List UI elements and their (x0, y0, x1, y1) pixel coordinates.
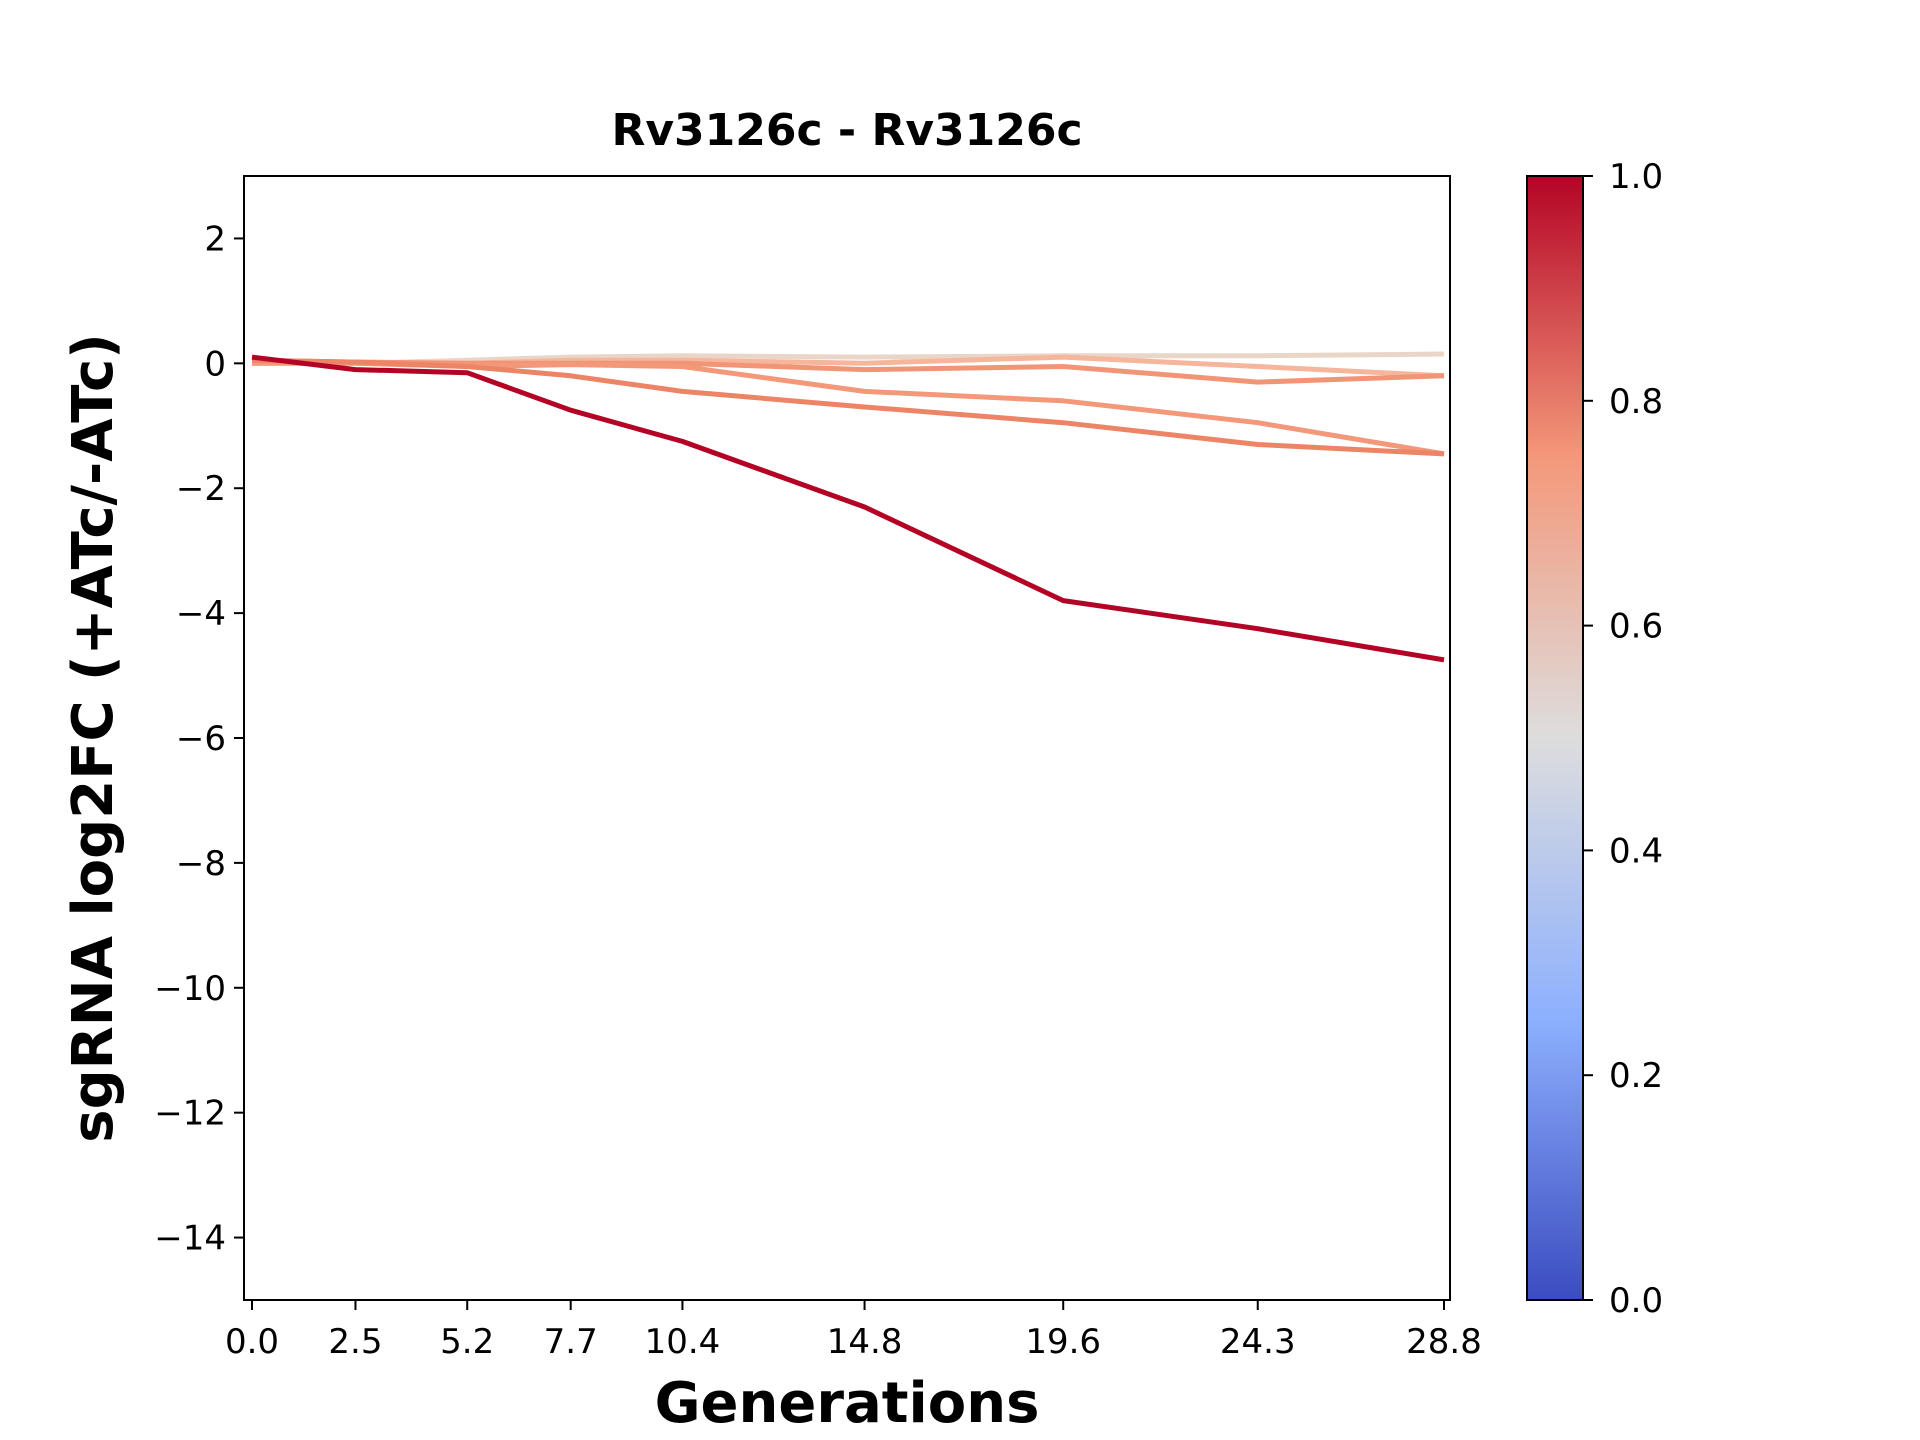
plot-frame (243, 175, 1451, 1301)
x-tick-label: 14.8 (827, 1322, 903, 1362)
colorbar-tick-label: 0.0 (1609, 1281, 1663, 1321)
y-tick-label: −4 (176, 594, 226, 634)
colorbar-tick-label: 0.2 (1609, 1056, 1663, 1096)
series-line-4 (252, 360, 1445, 457)
x-tick-label: 5.2 (440, 1322, 494, 1362)
y-tick-label: −10 (154, 969, 226, 1009)
y-tick-label: −12 (154, 1094, 226, 1134)
colorbar-tick-label: 0.4 (1609, 831, 1663, 871)
y-tick-label: −8 (176, 844, 226, 884)
chart-title: Rv3126c - Rv3126c (611, 105, 1082, 156)
x-tick-label: 19.6 (1025, 1322, 1101, 1362)
colorbar-ticks: 0.0 0.2 0.4 0.6 0.8 1.0 (1583, 157, 1663, 1321)
x-tick-label: 0.0 (225, 1322, 279, 1362)
y-tick-label: −6 (176, 719, 226, 759)
colorbar-tick-label: 1.0 (1609, 157, 1663, 197)
plot-series (251, 351, 1445, 663)
y-tick-label: −14 (154, 1219, 226, 1259)
x-axis-label: Generations (655, 1371, 1040, 1436)
y-tick-label: 2 (204, 219, 226, 259)
colorbar (1526, 175, 1584, 1301)
y-axis-label: sgRNA log2FC (+ATc/-ATc) (61, 333, 126, 1143)
series-line-5 (251, 357, 1445, 457)
colorbar-tick-label: 0.6 (1609, 607, 1663, 647)
x-tick-label: 10.4 (645, 1322, 721, 1362)
x-axis: 0.0 2.5 5.2 7.7 10.4 14.8 19.6 24.3 28.8 (225, 1300, 1482, 1362)
x-tick-label: 7.7 (544, 1322, 598, 1362)
x-tick-label: 28.8 (1406, 1322, 1482, 1362)
colorbar-tick-label: 0.8 (1609, 382, 1663, 422)
y-tick-label: 0 (204, 344, 226, 384)
y-tick-label: −2 (176, 469, 226, 509)
series-line-6 (251, 354, 1445, 663)
x-tick-label: 2.5 (328, 1322, 382, 1362)
x-tick-label: 24.3 (1220, 1322, 1296, 1362)
y-axis: 2 0 −2 −4 −6 −8 −10 −12 −14 (154, 219, 244, 1259)
